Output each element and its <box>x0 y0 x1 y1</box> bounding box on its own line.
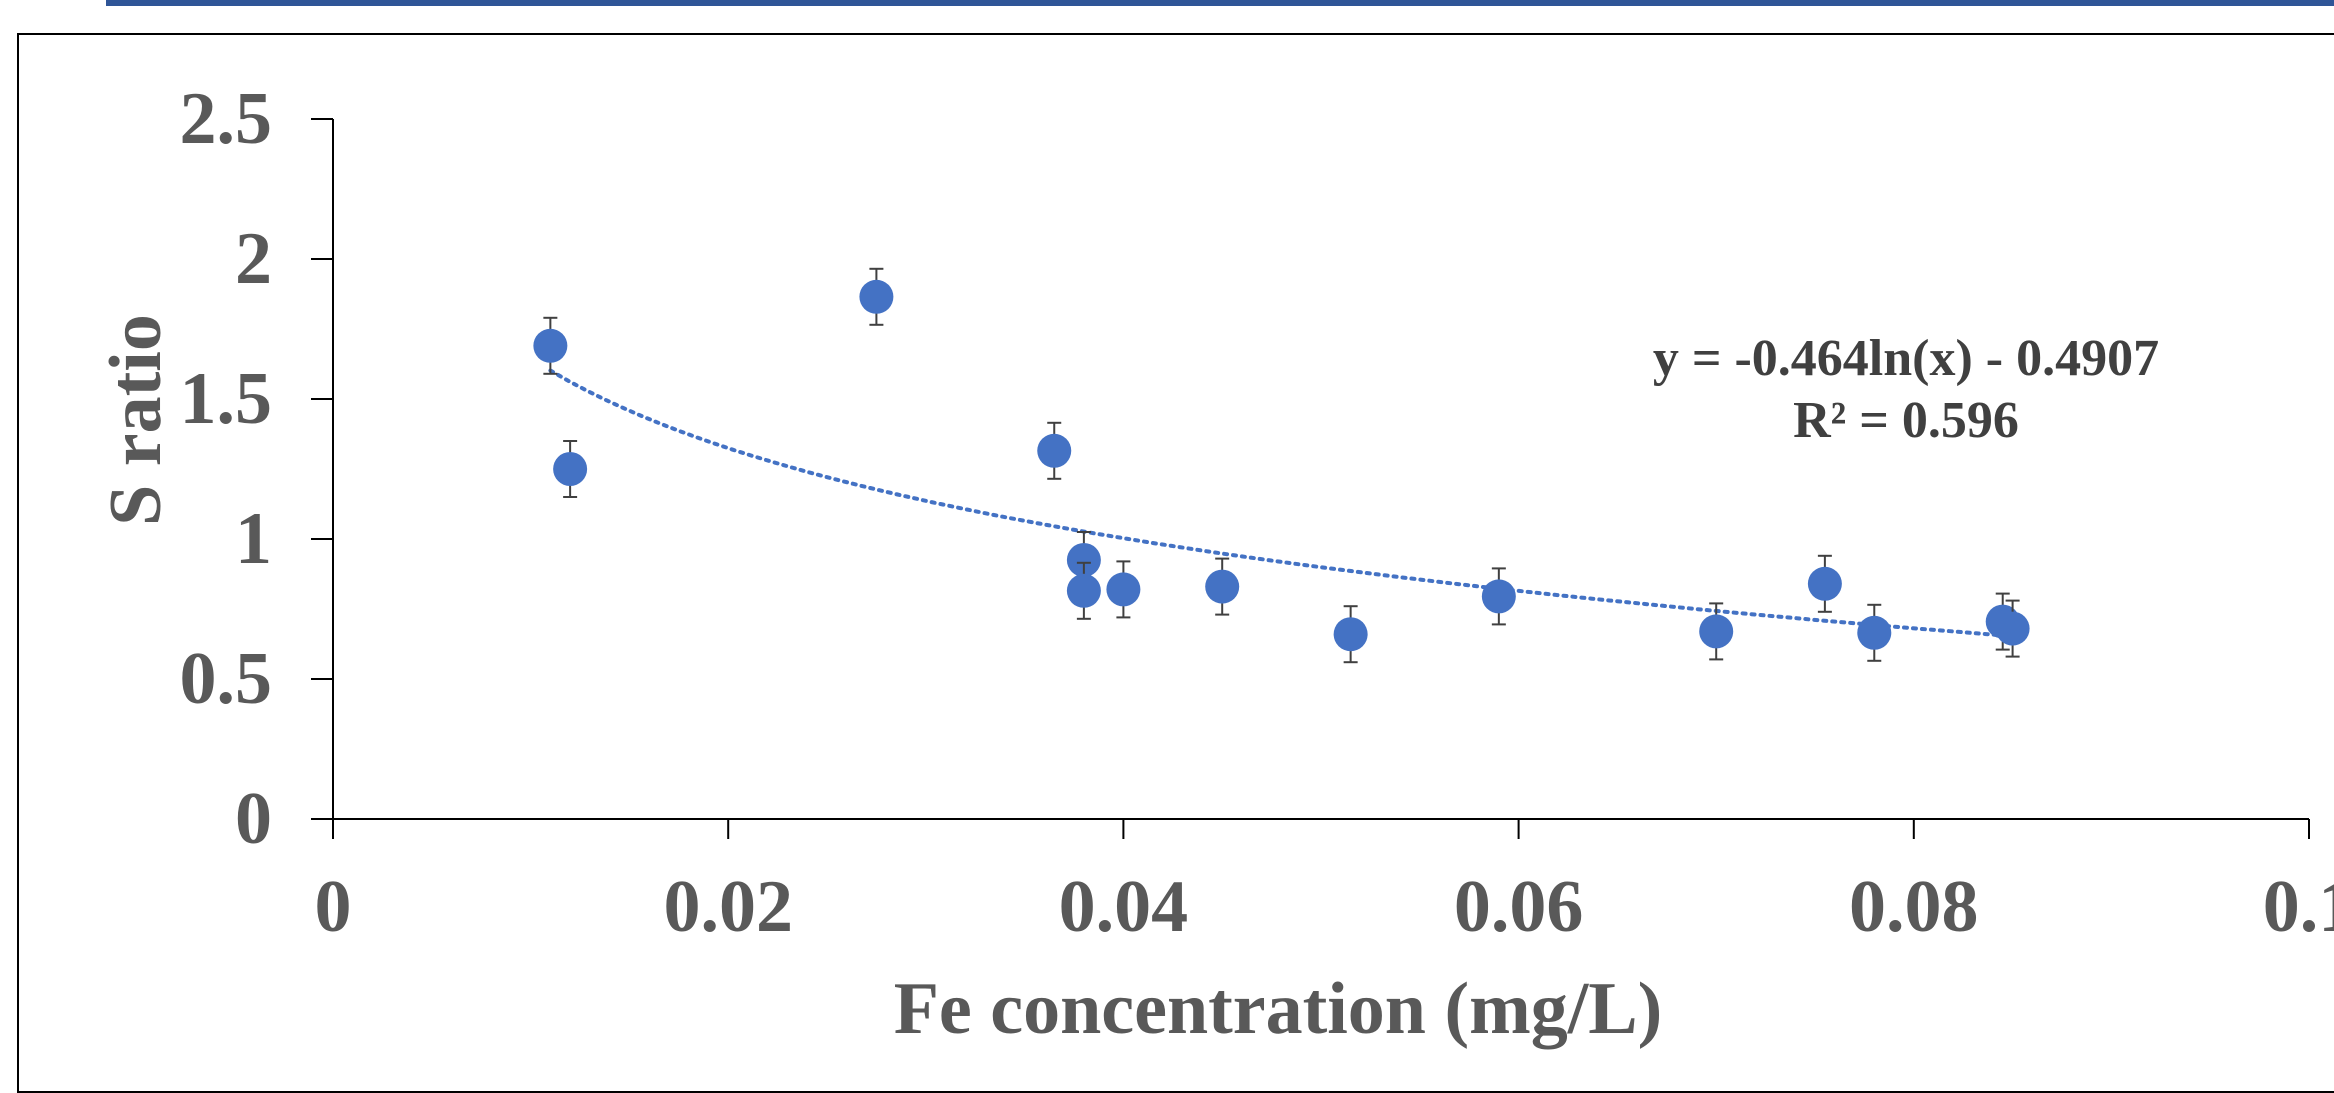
trendline-r-squared: R² = 0.596 <box>1793 392 2019 449</box>
y-tick-label: 1 <box>235 498 272 580</box>
data-point <box>1106 572 1140 606</box>
data-point <box>1334 617 1368 651</box>
y-tick-label: 0 <box>235 778 272 860</box>
data-point <box>553 452 587 486</box>
data-point <box>1037 434 1071 468</box>
data-point <box>1996 612 2030 646</box>
x-tick-label: 0.06 <box>1454 866 1584 948</box>
x-tick-label: 0 <box>315 866 352 948</box>
data-point <box>1808 567 1842 601</box>
x-tick-label: 0.1 <box>2263 866 2334 948</box>
x-tick-label: 0.08 <box>1849 866 1979 948</box>
x-axis-title: Fe concentration (mg/L) <box>894 968 1663 1050</box>
x-tick-label: 0.04 <box>1059 866 1189 948</box>
y-tick-label: 2 <box>235 218 272 300</box>
data-point <box>1857 616 1891 650</box>
data-point <box>1067 574 1101 608</box>
data-point <box>1205 570 1239 604</box>
y-tick-label: 1.5 <box>180 358 273 440</box>
y-axis-title: S ratio <box>95 314 177 526</box>
data-point <box>533 329 567 363</box>
x-tick-label: 0.02 <box>663 866 793 948</box>
data-point <box>1699 614 1733 648</box>
y-tick-label: 0.5 <box>180 638 273 720</box>
y-tick-label: 2.5 <box>180 78 273 160</box>
trendline-equation: y = -0.464ln(x) - 0.4907 <box>1653 330 2159 387</box>
points-layer <box>533 269 2029 662</box>
data-point <box>1482 579 1516 613</box>
axes-layer: 0 0.5 1 1.5 2 2.5 0 0.02 0.04 0.06 0.08 0.1 <box>180 78 2334 948</box>
data-point <box>859 280 893 314</box>
scatter-chart: 0 0.5 1 1.5 2 2.5 0 0.02 0.04 0.06 0.08 0.1 Fe conc… <box>0 0 2334 1066</box>
